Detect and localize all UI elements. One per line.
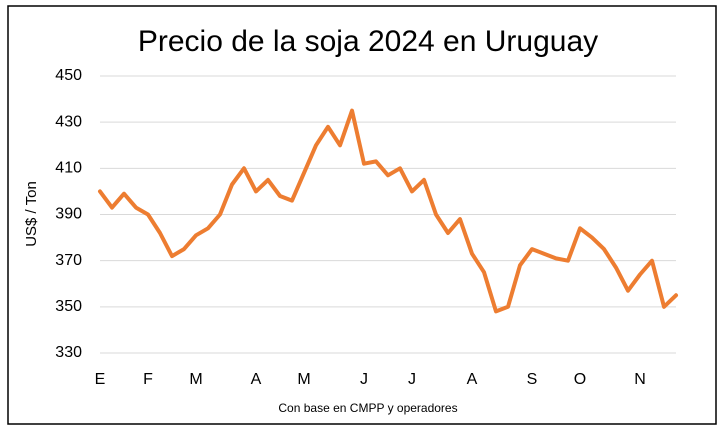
- x-tick-label: S: [527, 371, 538, 388]
- x-tick-label: A: [467, 371, 478, 388]
- y-tick-label: 330: [55, 344, 82, 361]
- y-tick-label: 370: [55, 252, 82, 269]
- x-tick-label: M: [189, 371, 202, 388]
- source-note: Con base en CMPP y operadores: [278, 401, 457, 415]
- chart-title: Precio de la soja 2024 en Uruguay: [138, 25, 598, 58]
- x-tick-label: N: [634, 371, 646, 388]
- x-tick-label: J: [408, 371, 416, 388]
- y-tick-label: 410: [55, 160, 82, 177]
- x-tick-label: A: [251, 371, 262, 388]
- x-tick-label: M: [297, 371, 310, 388]
- y-tick-label: 450: [55, 67, 82, 84]
- y-tick-label: 390: [55, 206, 82, 223]
- x-tick-label: F: [143, 371, 153, 388]
- y-tick-label: 430: [55, 113, 82, 130]
- x-tick-label: E: [95, 371, 106, 388]
- x-tick-label: J: [360, 371, 368, 388]
- y-axis-label: US$ / Ton: [23, 181, 40, 247]
- x-tick-label: O: [574, 371, 586, 388]
- y-tick-label: 350: [55, 298, 82, 315]
- data-line: [98, 108, 678, 314]
